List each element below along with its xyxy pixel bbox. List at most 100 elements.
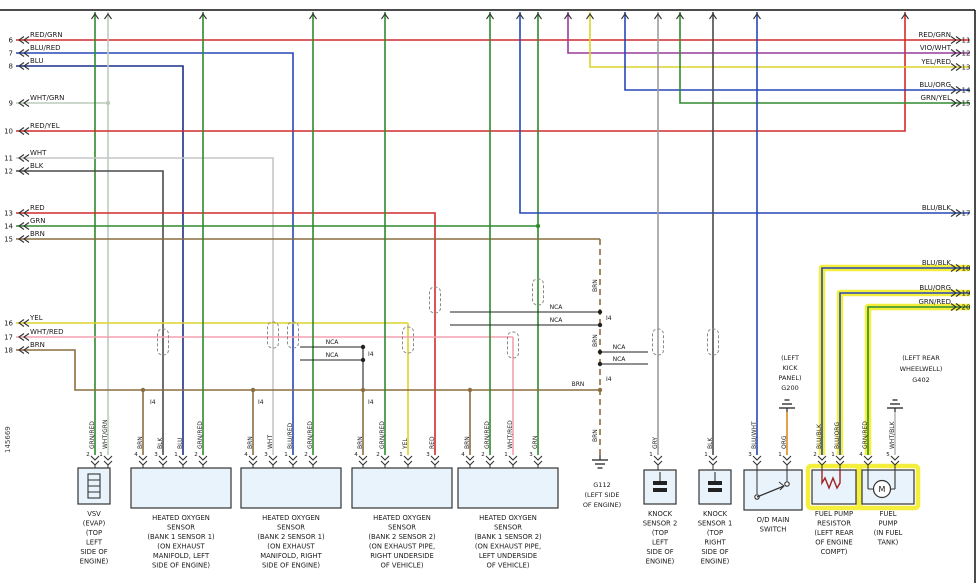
component-title-hos4: HEATED OXYGEN bbox=[479, 514, 537, 522]
right-wire-label: GRN/YEL bbox=[921, 94, 952, 102]
edge-arrow-left bbox=[18, 99, 30, 107]
left-pin-number: 14 bbox=[4, 223, 13, 231]
float-label-i4: I4 bbox=[150, 399, 156, 406]
inline-connector bbox=[652, 328, 664, 356]
pin-number: 1 bbox=[831, 452, 835, 458]
wire-brn bbox=[16, 349, 600, 391]
wire-blue bbox=[624, 12, 970, 91]
right-wire-label: BLU/BLK bbox=[922, 204, 952, 212]
edge-arrow-right bbox=[950, 49, 962, 57]
left-wire-label: BLK bbox=[30, 162, 44, 170]
ground-label-g402: (LEFT REAR bbox=[902, 354, 940, 362]
knock-element bbox=[653, 481, 667, 485]
left-pin-number: 9 bbox=[9, 100, 13, 108]
pin-number: 5 bbox=[886, 452, 890, 458]
right-pin-number: 20 bbox=[962, 304, 971, 312]
edge-arrow-left bbox=[18, 209, 30, 217]
connector-terminal-icon bbox=[430, 455, 440, 466]
connector-terminal-icon bbox=[863, 455, 873, 466]
component-title-vsv: SIDE OF bbox=[80, 548, 107, 556]
pin-color-label: BRN bbox=[137, 436, 144, 449]
right-pin-number: 19 bbox=[962, 290, 971, 298]
pin-color-label: BLU bbox=[177, 437, 184, 449]
component-title-ks2: SIDE OF bbox=[646, 548, 673, 556]
edge-arrow-left bbox=[18, 167, 30, 175]
edge-arrow-top bbox=[104, 13, 112, 20]
left-pin-number: 16 bbox=[4, 320, 13, 328]
component-title-pump: (IN FUEL bbox=[874, 529, 903, 537]
float-label-i4: I4 bbox=[368, 399, 374, 406]
wire-wht bbox=[16, 157, 274, 455]
edge-arrow-left bbox=[18, 333, 30, 341]
component-title-ks2: ENGINE) bbox=[646, 558, 675, 566]
junction-dot bbox=[597, 309, 603, 315]
right-wire-label: BLU/BLK bbox=[922, 259, 952, 267]
wire-blue bbox=[839, 292, 970, 455]
edge-arrow-right bbox=[950, 99, 962, 107]
component-title-res: (LEFT REAR bbox=[814, 529, 854, 537]
component-title-hos4: (BANK 1 SENSOR 2) bbox=[474, 533, 542, 541]
right-wire-label: RED/GRN bbox=[918, 31, 951, 39]
left-pin-number: 17 bbox=[4, 334, 13, 342]
left-pin-number: 6 bbox=[9, 37, 14, 45]
edge-arrow-top bbox=[586, 13, 594, 20]
connector-terminal-icon bbox=[465, 455, 475, 466]
float-label-145669: 145669 bbox=[4, 426, 12, 453]
component-box-hos4 bbox=[457, 467, 559, 509]
left-wire-label: RED/GRN bbox=[30, 31, 63, 39]
pin-color-label: BLU/ORG bbox=[834, 422, 841, 449]
connector-terminal-icon bbox=[158, 455, 168, 466]
left-wire-label: WHT bbox=[30, 149, 47, 157]
pin-color-label: GRN/RED bbox=[197, 421, 204, 449]
component-title-hos4: OF VEHICLE) bbox=[487, 562, 530, 570]
junction-dot bbox=[467, 387, 473, 393]
left-pin-number: 8 bbox=[9, 63, 13, 71]
pin-number: 2 bbox=[194, 452, 198, 458]
component-title-vsv: VSV bbox=[87, 510, 101, 518]
pin-number: 4 bbox=[134, 452, 138, 458]
component-title-hos4: (ON EXHAUST PIPE, bbox=[475, 543, 541, 551]
component-title-vsv: (TOP bbox=[86, 529, 102, 537]
pin-number: 4 bbox=[244, 452, 248, 458]
connector-terminal-icon bbox=[708, 455, 718, 466]
edge-arrow-top bbox=[676, 13, 684, 20]
float-label-brn: BRN bbox=[572, 381, 585, 388]
connector-terminal-icon bbox=[533, 455, 543, 466]
component-title-vsv: (EVAP) bbox=[83, 520, 106, 528]
component-title-hos1: (ON EXHAUST bbox=[157, 543, 205, 551]
ground-label-g402: G402 bbox=[912, 376, 929, 384]
edge-arrow-top bbox=[709, 13, 717, 20]
right-pin-number: 12 bbox=[962, 50, 971, 58]
pin-number: 2 bbox=[304, 452, 308, 458]
pin-color-label: GRN bbox=[532, 436, 539, 449]
left-pin-number: 18 bbox=[4, 347, 13, 355]
component-title-hos2: MANIFOLD, RIGHT bbox=[260, 552, 322, 560]
ground-label-g200: (LEFT bbox=[781, 354, 799, 362]
inline-connector bbox=[157, 328, 169, 356]
connector-terminal-icon bbox=[752, 455, 762, 466]
left-wire-label: BRN bbox=[30, 341, 45, 349]
component-title-od: SWITCH bbox=[760, 526, 787, 534]
motor-symbol bbox=[872, 479, 892, 499]
pin-number: 3 bbox=[264, 452, 268, 458]
float-label-nca: NCA bbox=[550, 317, 564, 324]
edge-arrow-top bbox=[381, 13, 389, 20]
knock-element bbox=[708, 488, 722, 492]
wire-blue bbox=[821, 267, 970, 455]
edge-arrow-left bbox=[18, 319, 30, 327]
inline-connector bbox=[429, 286, 441, 314]
pin-color-label: WHT/BLK bbox=[889, 420, 896, 449]
junction-dot bbox=[360, 344, 366, 350]
edge-arrow-left bbox=[18, 235, 30, 243]
junction-dot bbox=[597, 387, 603, 393]
edge-arrow-top bbox=[753, 13, 761, 20]
edge-arrow-right bbox=[950, 63, 962, 71]
pin-color-label: GRN/RED bbox=[484, 421, 491, 449]
wire-navy bbox=[16, 65, 184, 455]
component-title-hos3: OF VEHICLE) bbox=[381, 562, 424, 570]
pin-number: 2 bbox=[813, 452, 817, 458]
connector-terminal-icon bbox=[508, 455, 518, 466]
left-wire-label: BLU/RED bbox=[30, 44, 61, 52]
pin-number: 1 bbox=[504, 452, 508, 458]
pin-number: 2 bbox=[481, 452, 485, 458]
